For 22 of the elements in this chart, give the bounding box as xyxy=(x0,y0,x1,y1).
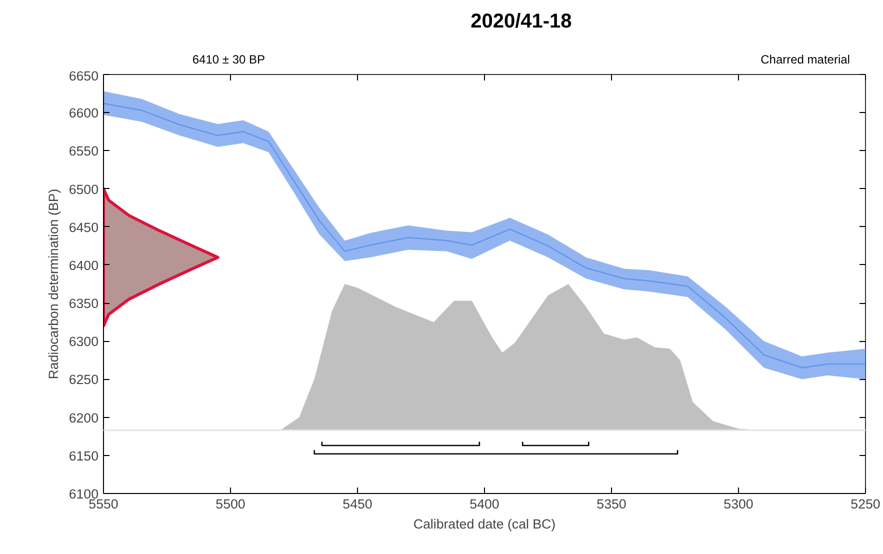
x-tick-label: 5500 xyxy=(216,496,246,512)
x-tick-label: 5400 xyxy=(470,496,500,512)
text: 6410 ± 30 BP xyxy=(192,52,266,66)
chart-title: 2020/41-18 xyxy=(470,10,572,32)
x-tick-label: 5450 xyxy=(342,496,372,512)
y-tick-label: 6300 xyxy=(68,334,99,350)
y-tick-label: 6150 xyxy=(68,448,99,464)
x-tick-label: 5300 xyxy=(724,496,754,512)
y-tick-label: 6500 xyxy=(68,182,99,197)
y-tick-label: 6350 xyxy=(68,296,99,312)
text: Charred material xyxy=(760,52,850,66)
y-tick-label: 6550 xyxy=(68,144,99,159)
x-tick-label: 5250 xyxy=(850,496,880,512)
y-axis-title: Radiocarbon determination (BP) xyxy=(46,188,61,380)
y-tick-label: 6400 xyxy=(68,258,99,273)
x-tick-label: 5350 xyxy=(596,496,626,512)
y-tick-label: 6250 xyxy=(68,372,99,388)
y-tick-label: 6650 xyxy=(68,68,99,84)
x-axis-title: Calibrated date (cal BC) xyxy=(413,516,556,532)
y-tick-label: 6450 xyxy=(68,220,99,235)
y-tick-label: 6600 xyxy=(68,106,99,121)
y-tick-label: 6200 xyxy=(68,410,99,426)
